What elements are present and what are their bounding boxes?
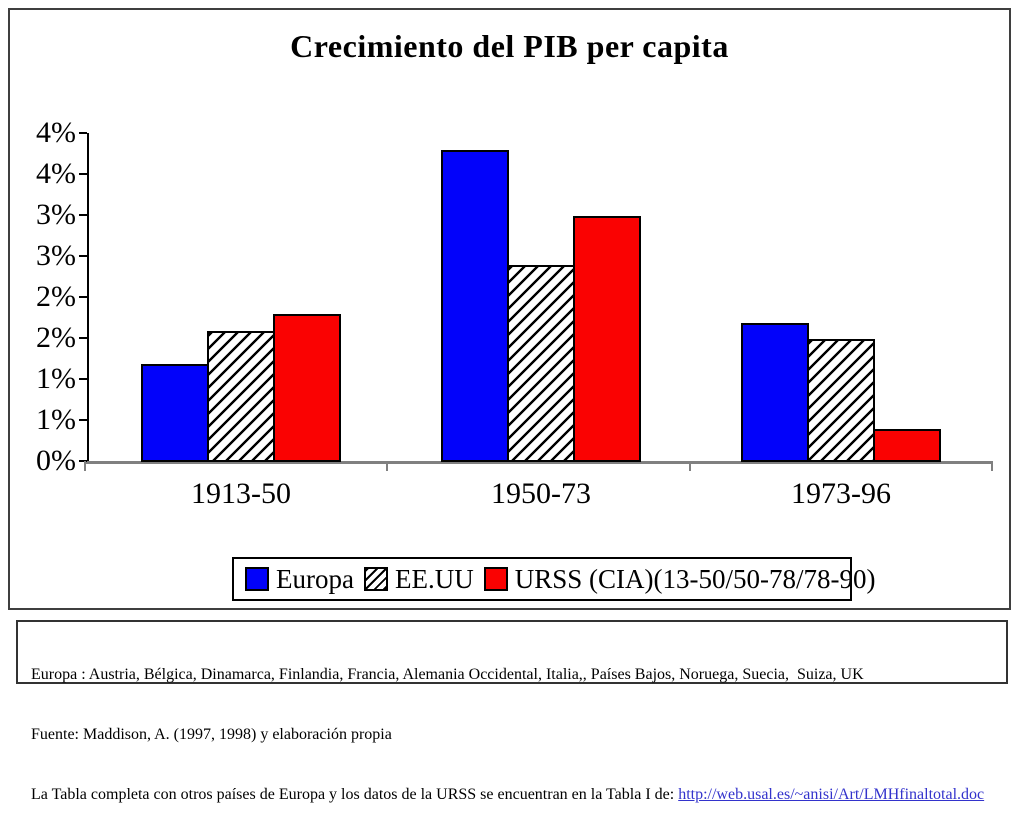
bar-europa-1973-96 — [741, 323, 809, 462]
y-tick-mark — [79, 255, 87, 257]
bar-eeuu-1950-73 — [507, 265, 575, 462]
y-tick-label: 4% — [36, 116, 76, 149]
y-tick-mark — [79, 378, 87, 380]
footnote-box: Europa : Austria, Bélgica, Dinamarca, Fi… — [16, 620, 1008, 803]
y-tick-label: 3% — [36, 198, 76, 231]
footnote-line-source: Fuente: Maddison, A. (1997, 1998) y elab… — [31, 726, 392, 743]
y-tick-label: 1% — [36, 403, 76, 436]
footnote-line-link: La Tabla completa con otros países de Eu… — [31, 785, 1006, 805]
legend-item-europa: Europa — [245, 564, 354, 595]
x-tick-mark — [84, 461, 86, 471]
x-axis-line — [85, 461, 992, 464]
legend-swatch-red-icon — [483, 567, 508, 591]
y-tick-mark — [79, 173, 87, 175]
y-axis-line — [87, 133, 89, 463]
y-tick-mark — [79, 296, 87, 298]
legend-item-urss: URSS (CIA)(13-50/50-78/78-90) — [483, 563, 876, 595]
legend: Europa EE.UU URSS (CIA)(13-50/50-78/78-9… — [232, 557, 875, 601]
footnote-hyperlink[interactable]: http://web.usal.es/~anisi/Art/LMHfinalto… — [678, 786, 985, 803]
bar-eeuu-1913-50 — [207, 331, 275, 462]
bar-europa-1950-73 — [441, 150, 509, 462]
legend-label-urss: URSS (CIA)(13-50/50-78/78-90) — [514, 563, 876, 594]
y-tick-label: 1% — [36, 362, 76, 395]
chart-area: Crecimiento del PIB per capita 4% 4% 3% 3% 2… — [8, 8, 1011, 610]
x-category-label: 1913-50 — [191, 477, 291, 510]
chart-title: Crecimiento del PIB per capita — [290, 28, 729, 64]
x-tick-mark — [688, 461, 691, 471]
bar-europa-1913-50 — [141, 364, 209, 462]
y-tick-label: 2% — [36, 280, 76, 313]
legend-item-eeuu: EE.UU — [363, 563, 474, 595]
y-tick-mark — [79, 460, 87, 462]
bar-eeuu-1973-96 — [807, 339, 875, 462]
y-tick-mark — [79, 419, 87, 421]
y-tick-label: 0% — [36, 444, 76, 477]
y-tick-mark — [79, 214, 87, 216]
legend-label-eeuu: EE.UU — [394, 563, 474, 594]
x-category-label: 1950-73 — [491, 477, 591, 510]
bar-urss-1973-96 — [873, 429, 941, 462]
legend-swatch-hatched-icon — [363, 567, 388, 591]
y-tick-label: 3% — [36, 239, 76, 272]
footnote-link-prefix: La Tabla completa con otros países de Eu… — [31, 786, 679, 803]
bar-urss-1950-73 — [573, 216, 641, 462]
y-tick-label: 4% — [36, 157, 76, 190]
legend-swatch-blue-icon — [245, 567, 269, 591]
x-category-label: 1973-96 — [791, 477, 891, 510]
x-tick-mark — [991, 461, 993, 471]
y-tick-mark — [79, 132, 87, 134]
legend-label-europa: Europa — [276, 563, 354, 594]
y-tick-label: 2% — [36, 321, 76, 354]
x-tick-mark — [386, 461, 389, 471]
footnote-line-countries: Europa : Austria, Bélgica, Dinamarca, Fi… — [31, 666, 864, 683]
bar-urss-1913-50 — [273, 314, 341, 462]
y-tick-mark — [79, 337, 87, 339]
